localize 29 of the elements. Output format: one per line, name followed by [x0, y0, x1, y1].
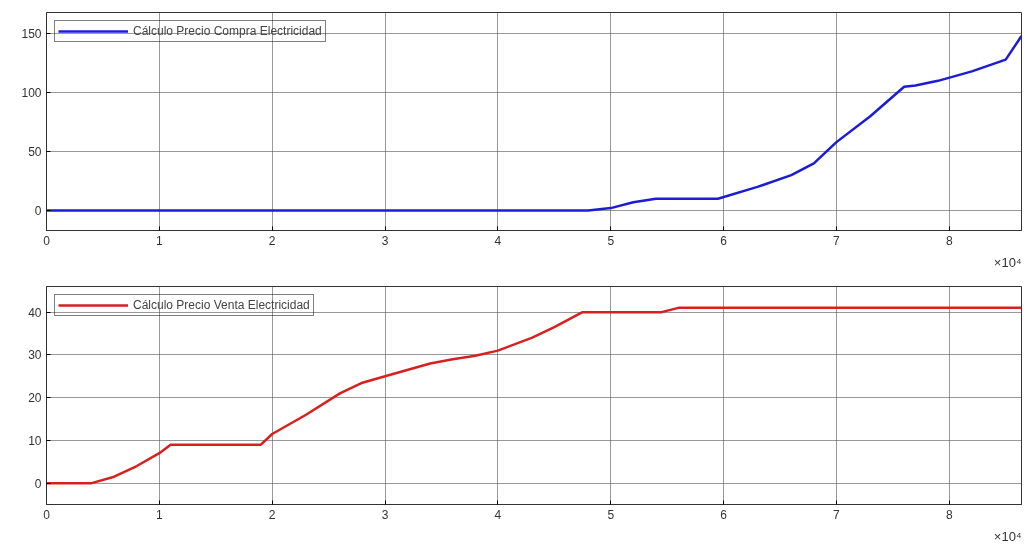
text: Cálculo Precio Compra Electricidad [133, 24, 322, 38]
x-tick-label: 5 [607, 507, 615, 522]
x-tick-label: 6 [720, 507, 728, 522]
y-tick-label: 40 [28, 305, 42, 320]
text: ×10⁴ [993, 254, 1022, 270]
y-tick-label: 100 [21, 86, 42, 101]
x-tick-label: 8 [945, 507, 953, 522]
x-tick-label: 4 [494, 233, 502, 248]
x-tick-label: 2 [268, 233, 276, 248]
x-tick-label: 2 [268, 507, 276, 522]
x-tick-label: 7 [833, 233, 841, 248]
x-tick-label: 6 [720, 233, 728, 248]
x-tick-label: 8 [945, 233, 953, 248]
x-tick-label: 1 [156, 507, 164, 522]
y-tick-label: 0 [34, 476, 42, 491]
text: Cálculo Precio Venta Electricidad [133, 298, 310, 312]
x-tick-label: 1 [156, 233, 164, 248]
x-tick-label: 5 [607, 233, 615, 248]
x-tick-label: 7 [833, 507, 841, 522]
x-tick-label: 4 [494, 507, 502, 522]
y-tick-label: 0 [34, 203, 42, 218]
y-tick-label: 30 [28, 348, 42, 363]
y-tick-label: 150 [21, 27, 42, 42]
y-tick-label: 10 [28, 433, 42, 448]
y-tick-label: 50 [28, 145, 42, 160]
x-tick-label: 3 [381, 507, 389, 522]
text: ×10⁴ [993, 528, 1022, 544]
x-tick-label: 3 [381, 233, 389, 248]
y-tick-label: 20 [28, 391, 42, 406]
